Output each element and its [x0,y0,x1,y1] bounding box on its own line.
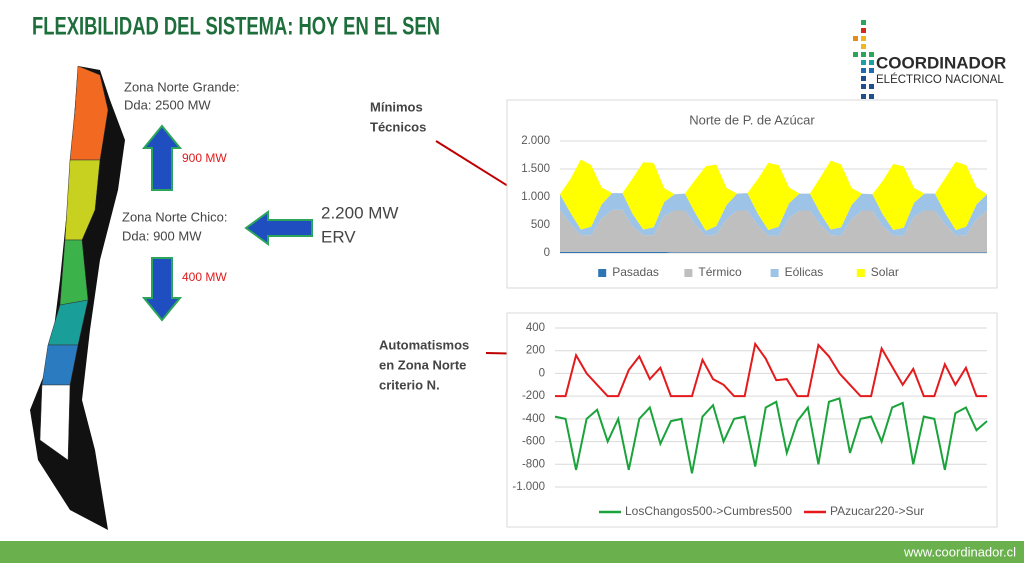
annotation: Técnicos [370,119,426,134]
annotation: en Zona Norte [379,357,466,372]
legend-label: Térmico [698,265,742,279]
y-tick-label: 500 [531,219,550,231]
chart-frame [506,312,998,528]
annotation: criterio N. [379,377,440,392]
zone-label: Zona Norte Grande: [124,79,240,94]
zone-label: Zona Norte Chico: [122,209,228,224]
legend-label: PAzucar220->Sur [830,504,924,518]
flow-label: 900 MW [182,151,227,165]
logo: COORDINADOR ELÉCTRICO NACIONAL [853,20,1006,99]
annotation: Mínimos [370,99,423,114]
legend-swatch [770,269,779,277]
y-tick-label: -800 [522,458,545,470]
legend-swatch [684,269,693,277]
erv-label: 2.200 MW [321,203,398,222]
slide-title: FLEXIBILIDAD DEL SISTEMA: HOY EN EL SEN [32,13,440,41]
area [560,209,987,253]
y-tick-label: 2.000 [521,135,550,147]
legend-swatch [598,269,607,277]
legend-label: Solar [871,265,899,279]
y-tick-label: 400 [526,322,545,334]
erv-label: ERV [321,227,356,246]
y-tick-label: 200 [526,345,545,357]
annotation: Automatismos [379,337,469,352]
line [554,397,988,474]
y-tick-label: -400 [522,413,545,425]
logo-name: COORDINADOR [876,53,1006,72]
logo-subtitle: ELÉCTRICO NACIONAL [876,73,1004,86]
flow-label: 400 MW [182,270,227,284]
zone-label: Dda: 2500 MW [124,97,211,112]
legend-label: Eólicas [785,265,824,279]
y-tick-label: 0 [544,247,550,259]
y-tick-label: -1.000 [512,481,545,493]
flow-arrows [141,124,313,322]
map [30,65,125,530]
zone-label: Dda: 900 MW [122,228,202,243]
footer-url: www.coordinador.cl [903,544,1016,559]
chart-title: Norte de P. de Azúcar [689,112,815,127]
y-tick-label: -200 [522,390,545,402]
legend-swatch [856,269,865,277]
y-tick-label: 1.500 [521,163,550,175]
y-tick-label: 1.000 [521,191,550,203]
footer-bar [0,541,1024,563]
legend-label: LosChangos500->Cumbres500 [625,504,792,518]
area [560,159,987,231]
legend-label: Pasadas [612,265,659,279]
line [555,341,987,398]
area [560,193,987,236]
y-tick-label: 0 [539,367,545,379]
y-tick-label: -600 [522,436,545,448]
